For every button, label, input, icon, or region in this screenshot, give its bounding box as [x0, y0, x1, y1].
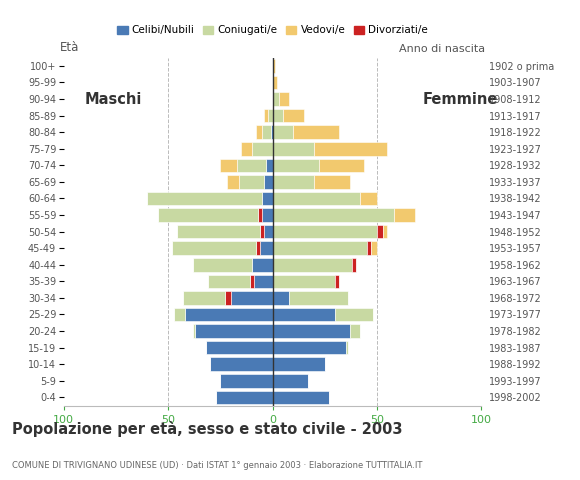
- Bar: [264, 175, 273, 189]
- Bar: [176, 225, 260, 239]
- Bar: [158, 208, 258, 222]
- Bar: [258, 208, 262, 222]
- Bar: [273, 92, 279, 106]
- Bar: [216, 391, 273, 404]
- Bar: [206, 341, 273, 354]
- Bar: [283, 109, 304, 122]
- Bar: [273, 109, 283, 122]
- Bar: [256, 125, 262, 139]
- Bar: [252, 142, 273, 156]
- Bar: [252, 258, 273, 272]
- Bar: [273, 308, 335, 321]
- Bar: [273, 341, 346, 354]
- Bar: [273, 291, 289, 305]
- Bar: [195, 324, 273, 338]
- Bar: [293, 125, 339, 139]
- Bar: [260, 241, 273, 255]
- Bar: [193, 324, 195, 338]
- Bar: [175, 308, 185, 321]
- Bar: [273, 225, 377, 239]
- Bar: [377, 225, 383, 239]
- Bar: [273, 391, 329, 404]
- Legend: Celibi/Nubili, Coniugati/e, Vedovi/e, Divorziati/e: Celibi/Nubili, Coniugati/e, Vedovi/e, Di…: [113, 21, 432, 39]
- Bar: [210, 358, 273, 371]
- Bar: [260, 225, 264, 239]
- Bar: [227, 175, 239, 189]
- Text: Femmine: Femmine: [423, 92, 498, 107]
- Bar: [273, 158, 318, 172]
- Bar: [273, 324, 350, 338]
- Bar: [394, 208, 415, 222]
- Bar: [273, 192, 360, 205]
- Bar: [273, 125, 293, 139]
- Bar: [249, 275, 254, 288]
- Bar: [289, 291, 348, 305]
- Bar: [273, 208, 394, 222]
- Text: Anno di nascita: Anno di nascita: [400, 44, 485, 54]
- Bar: [183, 291, 224, 305]
- Bar: [346, 341, 348, 354]
- Bar: [367, 241, 371, 255]
- Bar: [273, 175, 314, 189]
- Text: Popolazione per età, sesso e stato civile - 2003: Popolazione per età, sesso e stato civil…: [12, 421, 402, 437]
- Bar: [314, 142, 387, 156]
- Text: COMUNE DI TRIVIGNANO UDINESE (UD) · Dati ISTAT 1° gennaio 2003 · Elaborazione TU: COMUNE DI TRIVIGNANO UDINESE (UD) · Dati…: [12, 461, 422, 470]
- Bar: [350, 324, 360, 338]
- Bar: [262, 208, 273, 222]
- Bar: [273, 258, 352, 272]
- Bar: [262, 125, 270, 139]
- Bar: [264, 109, 269, 122]
- Bar: [314, 175, 350, 189]
- Bar: [270, 125, 273, 139]
- Bar: [273, 374, 308, 387]
- Bar: [273, 241, 367, 255]
- Bar: [231, 291, 273, 305]
- Bar: [256, 241, 260, 255]
- Bar: [237, 158, 266, 172]
- Bar: [273, 358, 325, 371]
- Bar: [220, 158, 237, 172]
- Bar: [220, 374, 273, 387]
- Bar: [241, 142, 252, 156]
- Bar: [279, 92, 289, 106]
- Text: Età: Età: [60, 41, 79, 54]
- Bar: [208, 275, 249, 288]
- Bar: [262, 192, 273, 205]
- Bar: [264, 225, 273, 239]
- Bar: [360, 192, 377, 205]
- Bar: [266, 158, 273, 172]
- Bar: [335, 275, 339, 288]
- Bar: [335, 308, 373, 321]
- Bar: [273, 59, 275, 72]
- Bar: [269, 109, 273, 122]
- Bar: [254, 275, 273, 288]
- Bar: [352, 258, 356, 272]
- Bar: [185, 308, 273, 321]
- Bar: [224, 291, 231, 305]
- Bar: [273, 275, 335, 288]
- Bar: [371, 241, 377, 255]
- Bar: [273, 76, 277, 89]
- Bar: [273, 142, 314, 156]
- Bar: [193, 258, 252, 272]
- Bar: [172, 241, 256, 255]
- Bar: [318, 158, 364, 172]
- Bar: [147, 192, 262, 205]
- Text: Maschi: Maschi: [85, 92, 142, 107]
- Bar: [383, 225, 387, 239]
- Bar: [239, 175, 264, 189]
